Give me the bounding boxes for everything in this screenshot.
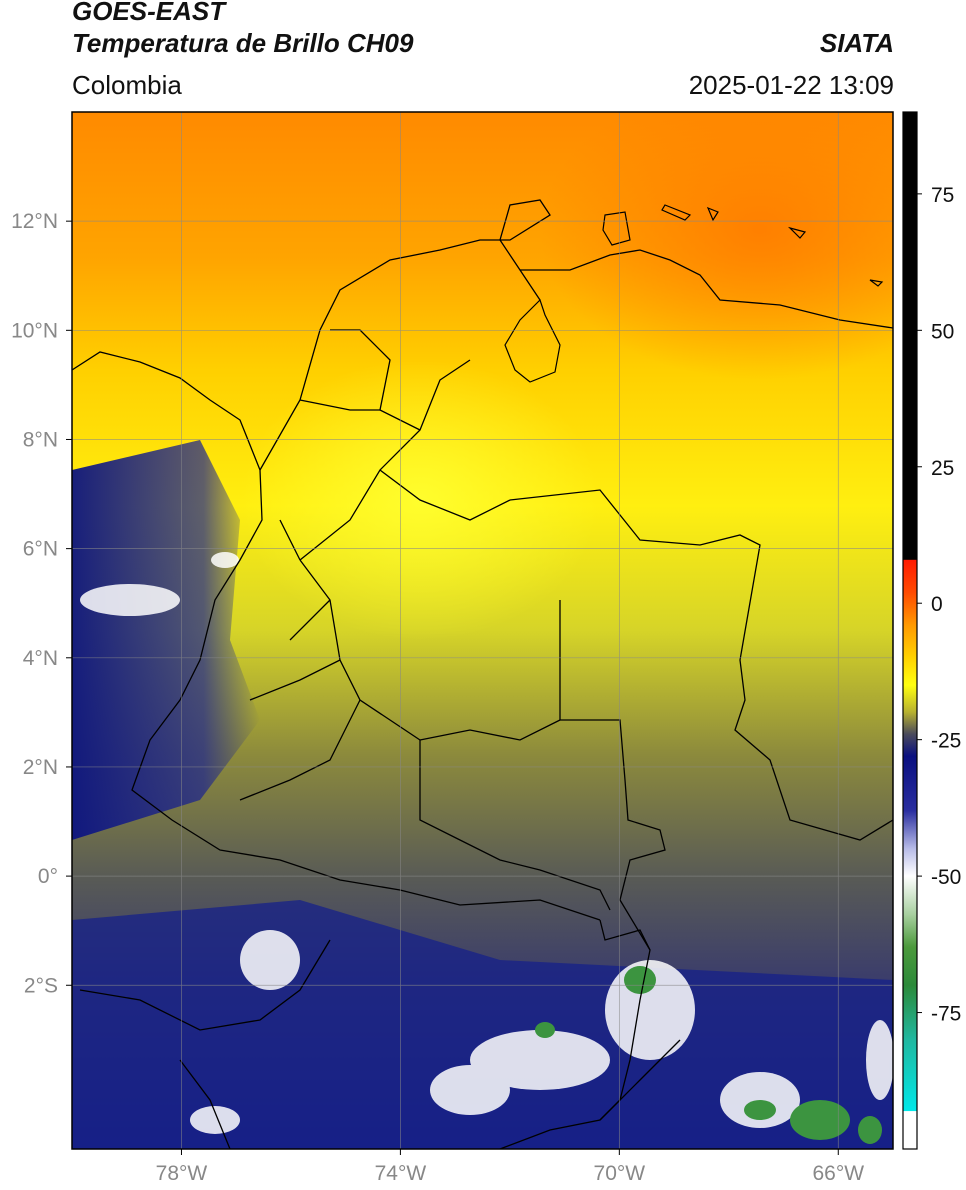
colorbar-tick-label-5: -50 (931, 866, 961, 889)
colorbar-frame (902, 111, 918, 1150)
brightness-temperature-map (72, 112, 893, 1149)
colorbar-ticks: 75 50 25 0 -25 -50 -75 (917, 184, 961, 1026)
timestamp: 2025-01-22 13:09 (688, 70, 894, 100)
lat-tick-label-3: 6°N (23, 538, 58, 561)
colorbar-tick-label-0: 75 (931, 184, 954, 207)
cold-pacific-area (72, 440, 260, 840)
title-line-2: Temperatura de Brillo CH09 (72, 28, 414, 58)
lat-tick-label-7: 2°S (24, 974, 58, 997)
coastline-features (504, 204, 884, 383)
graticule (72, 112, 893, 1149)
organization-label: SIATA (819, 28, 894, 58)
lat-tick-label-4: 4°N (23, 647, 58, 670)
colorbar-tick-label-4: -25 (931, 730, 961, 753)
lon-tick-label-2: 70°W (594, 1162, 646, 1185)
colorbar-tick-label-1: 50 (931, 320, 954, 343)
country-borders (72, 199, 893, 1149)
colorbar-tick-label-6: -75 (931, 1003, 961, 1026)
colorbar-tick-label-3: 0 (931, 593, 943, 616)
warm-caribbean-area (540, 112, 893, 380)
region-label: Colombia (72, 70, 182, 100)
lat-tick-label-1: 10°N (11, 319, 58, 342)
coldest-cloud-tops (535, 966, 882, 1144)
map-frame (71, 111, 894, 1150)
lat-tick-label-2: 8°N (23, 428, 58, 451)
longitude-ticks: 78°W 74°W 70°W 66°W (156, 1149, 864, 1185)
colorbar (903, 112, 917, 1149)
latitude-ticks: 12°N 10°N 8°N 6°N 4°N 2°N 0° 2°S (11, 210, 72, 997)
colorbar-tick-label-2: 25 (931, 457, 954, 480)
lon-tick-label-0: 78°W (156, 1162, 208, 1185)
title-line-1: GOES-EAST (72, 0, 226, 26)
lon-tick-label-3: 66°W (812, 1162, 864, 1185)
lat-tick-label-0: 12°N (11, 210, 58, 233)
lat-tick-label-6: 0° (38, 865, 58, 888)
lat-tick-label-5: 2°N (23, 756, 58, 779)
lon-tick-label-1: 74°W (375, 1162, 427, 1185)
